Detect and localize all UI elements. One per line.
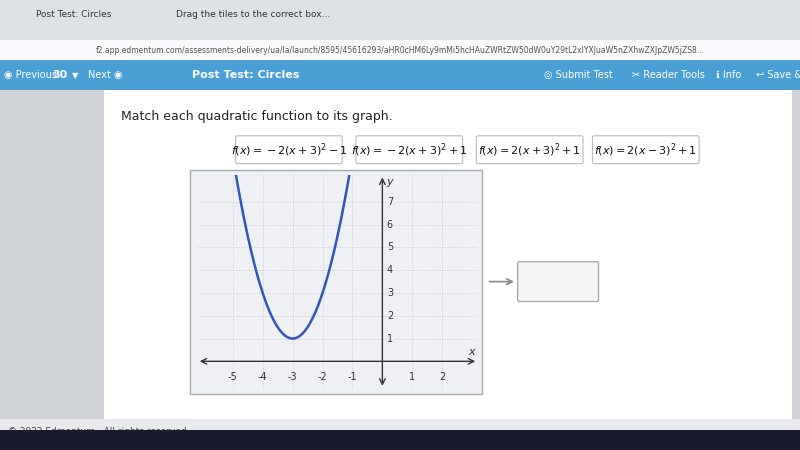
Text: 2: 2 — [439, 372, 446, 382]
Text: 5: 5 — [387, 243, 393, 252]
FancyBboxPatch shape — [518, 262, 598, 302]
Text: -5: -5 — [228, 372, 238, 382]
Text: y: y — [386, 177, 393, 187]
Text: 6: 6 — [387, 220, 393, 230]
Text: Drag the tiles to the correct box...: Drag the tiles to the correct box... — [176, 10, 330, 19]
Text: ▼: ▼ — [72, 71, 78, 80]
Text: ✂ Reader Tools: ✂ Reader Tools — [632, 70, 705, 80]
FancyBboxPatch shape — [235, 136, 342, 164]
Text: x: x — [469, 347, 475, 357]
Text: -1: -1 — [348, 372, 358, 382]
Text: 1: 1 — [410, 372, 415, 382]
Text: Post Test: Circles: Post Test: Circles — [192, 70, 299, 80]
Text: 2: 2 — [387, 311, 393, 321]
Bar — [190, 170, 482, 394]
Text: 7: 7 — [387, 197, 393, 207]
Text: $f(x) = -2(x + 3)^2 + 1$: $f(x) = -2(x + 3)^2 + 1$ — [351, 141, 467, 158]
Text: 30: 30 — [52, 70, 67, 80]
Text: Match each quadratic function to its graph.: Match each quadratic function to its gra… — [122, 110, 393, 123]
Text: 3: 3 — [387, 288, 393, 298]
Text: Post Test: Circles: Post Test: Circles — [36, 10, 111, 19]
FancyBboxPatch shape — [356, 136, 462, 164]
Text: $f(x) = -2(x + 3)^2 - 1$: $f(x) = -2(x + 3)^2 - 1$ — [230, 141, 347, 158]
Text: -3: -3 — [288, 372, 298, 382]
Text: ℹ Info: ℹ Info — [716, 70, 742, 80]
Text: ◎ Submit Test: ◎ Submit Test — [544, 70, 613, 80]
Text: -2: -2 — [318, 372, 327, 382]
FancyBboxPatch shape — [476, 136, 583, 164]
Text: -4: -4 — [258, 372, 267, 382]
Text: ◉ Previous: ◉ Previous — [4, 70, 57, 80]
Text: $f(x) = 2(x + 3)^2 + 1$: $f(x) = 2(x + 3)^2 + 1$ — [478, 141, 581, 158]
Text: Next ◉: Next ◉ — [88, 70, 122, 80]
Text: © 2022 Edmentum.  All rights reserved.: © 2022 Edmentum. All rights reserved. — [8, 427, 190, 436]
Text: 1: 1 — [387, 333, 393, 343]
Text: $f(x) = 2(x - 3)^2 + 1$: $f(x) = 2(x - 3)^2 + 1$ — [594, 141, 698, 158]
Text: f2.app.edmentum.com/assessments-delivery/ua/la/launch/8595/45616293/aHR0cHM6Ly9m: f2.app.edmentum.com/assessments-delivery… — [95, 46, 705, 55]
Text: 4: 4 — [387, 265, 393, 275]
FancyBboxPatch shape — [593, 136, 699, 164]
Text: ↩ Save & Exit: ↩ Save & Exit — [756, 70, 800, 80]
